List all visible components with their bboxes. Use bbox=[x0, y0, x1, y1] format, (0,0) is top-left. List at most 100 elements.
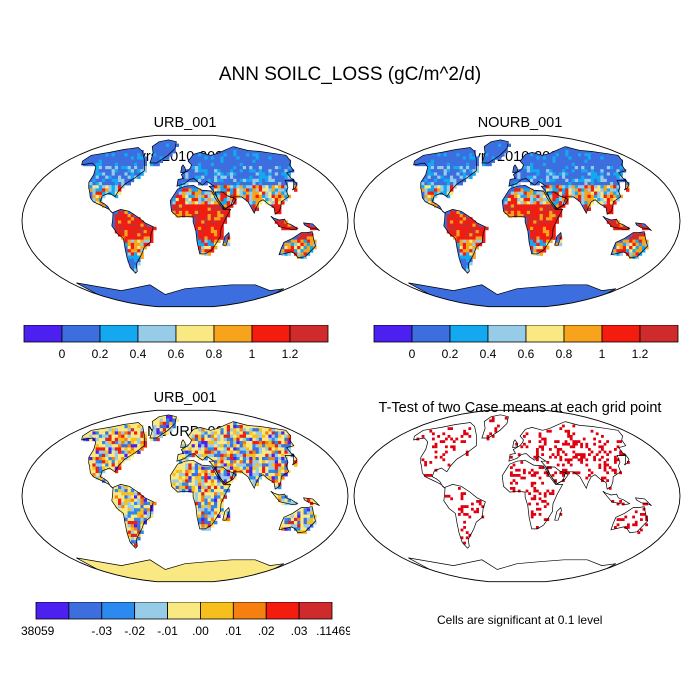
grid-cell bbox=[536, 242, 540, 247]
grid-cell bbox=[127, 530, 131, 534]
grid-cell bbox=[162, 431, 167, 435]
grid-cell bbox=[642, 242, 646, 247]
grid-cell bbox=[201, 239, 205, 243]
grid-cell bbox=[175, 143, 179, 147]
grid-cell bbox=[287, 249, 291, 253]
grid-cell bbox=[108, 428, 112, 432]
grid-cell bbox=[118, 172, 122, 176]
grid-cell bbox=[546, 169, 550, 173]
grid-cell bbox=[258, 469, 263, 474]
grid-cell bbox=[137, 437, 141, 442]
grid-cell bbox=[597, 191, 601, 195]
grid-cell bbox=[258, 431, 263, 435]
grid-cell bbox=[210, 434, 215, 438]
grid-cell bbox=[220, 489, 224, 493]
land-antarctica bbox=[76, 557, 284, 582]
grid-cell bbox=[252, 169, 256, 173]
grid-cell bbox=[459, 169, 463, 173]
grid-cell bbox=[278, 466, 282, 470]
grid-cell bbox=[130, 246, 135, 250]
grid-cell bbox=[610, 185, 614, 189]
colorbar-label: 1.2 bbox=[632, 347, 649, 361]
grid-cell bbox=[626, 239, 630, 243]
grid-cell bbox=[549, 204, 553, 208]
grid-cell bbox=[111, 156, 115, 160]
grid-cell bbox=[230, 466, 234, 470]
grid-cell bbox=[271, 460, 275, 464]
grid-cell bbox=[578, 162, 582, 167]
grid-cell bbox=[606, 453, 609, 456]
map-nourb-field bbox=[408, 139, 652, 307]
grid-cell bbox=[546, 471, 550, 475]
grid-cell bbox=[536, 182, 540, 186]
grid-cell bbox=[210, 524, 215, 528]
grid-cell bbox=[526, 201, 531, 205]
grid-cell bbox=[281, 178, 285, 183]
grid-cell bbox=[465, 531, 469, 534]
grid-cell bbox=[469, 236, 473, 240]
grid-cell bbox=[246, 444, 250, 448]
grid-cell bbox=[134, 159, 138, 163]
grid-cell bbox=[287, 242, 291, 247]
grid-cell bbox=[214, 501, 218, 506]
grid-cell bbox=[210, 207, 215, 211]
grid-cell bbox=[198, 450, 202, 454]
grid-cell bbox=[546, 198, 550, 202]
grid-cell bbox=[616, 188, 620, 192]
grid-cell bbox=[552, 162, 556, 167]
grid-cell bbox=[143, 246, 147, 250]
grid-cell bbox=[472, 159, 476, 163]
grid-cell bbox=[242, 447, 247, 451]
grid-cell bbox=[178, 482, 183, 486]
grid-cell bbox=[539, 210, 543, 215]
grid-cell bbox=[494, 143, 499, 147]
grid-cell bbox=[130, 249, 135, 253]
grid-cell bbox=[290, 239, 295, 243]
map-boundary bbox=[21, 409, 349, 583]
grid-cell bbox=[278, 437, 282, 442]
coastline-europe-asia bbox=[508, 146, 627, 215]
grid-cell bbox=[565, 153, 569, 157]
grid-cell bbox=[528, 502, 531, 506]
coastline-africa bbox=[169, 459, 232, 530]
grid-cell bbox=[271, 463, 275, 467]
grid-cell bbox=[102, 182, 106, 186]
grid-cell bbox=[210, 210, 215, 215]
grid-cell bbox=[616, 242, 620, 247]
grid-cell bbox=[562, 468, 565, 472]
grid-cell bbox=[127, 431, 131, 435]
map-boundary bbox=[353, 134, 681, 308]
grid-cell bbox=[613, 249, 617, 253]
grid-cell bbox=[182, 444, 186, 448]
grid-cell bbox=[568, 166, 572, 170]
grid-cell bbox=[204, 194, 208, 199]
grid-cell bbox=[236, 450, 240, 454]
grid-cell bbox=[598, 440, 602, 443]
grid-cell bbox=[418, 159, 422, 163]
grid-cell bbox=[462, 265, 467, 269]
grid-cell bbox=[127, 505, 131, 509]
grid-cell bbox=[214, 217, 218, 221]
grid-cell bbox=[568, 169, 572, 173]
grid-cell bbox=[246, 473, 250, 477]
grid-cell bbox=[236, 156, 240, 160]
grid-cell bbox=[294, 242, 298, 247]
grid-cell bbox=[95, 444, 99, 448]
grid-cell bbox=[558, 150, 563, 154]
grid-cell bbox=[603, 201, 607, 205]
grid-cell bbox=[613, 194, 617, 199]
grid-cell bbox=[504, 201, 508, 205]
grid-cell bbox=[584, 198, 588, 202]
grid-cell bbox=[469, 255, 473, 259]
grid-cell bbox=[178, 479, 183, 483]
grid-cell bbox=[542, 210, 547, 215]
grid-cell bbox=[191, 204, 195, 208]
grid-cell bbox=[137, 450, 141, 454]
grid-cell bbox=[453, 214, 457, 218]
grid-cell bbox=[105, 185, 109, 189]
grid-cell bbox=[230, 425, 234, 429]
grid-cell bbox=[456, 150, 460, 154]
grid-cell bbox=[271, 159, 275, 163]
grid-cell bbox=[523, 198, 527, 202]
grid-cell bbox=[137, 223, 141, 227]
